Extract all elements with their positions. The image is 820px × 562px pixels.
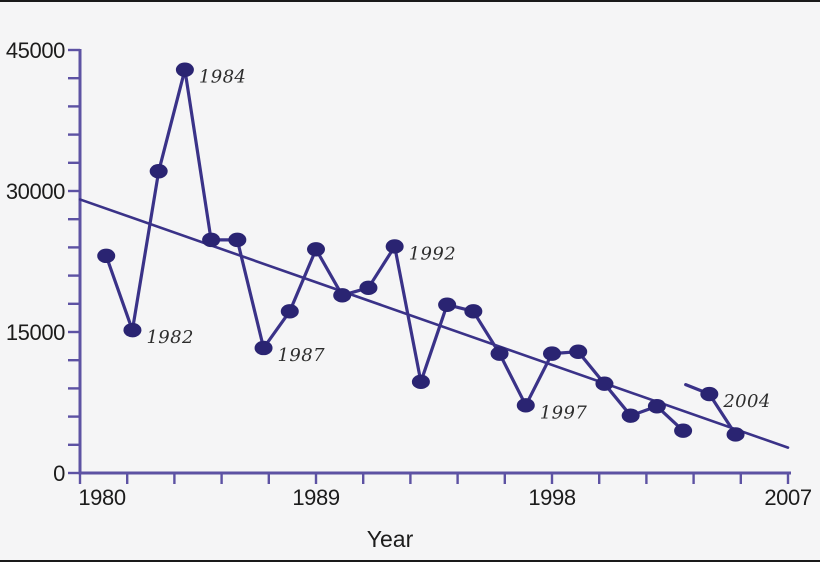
- data-point-1992: [385, 239, 404, 254]
- x-tick-label: 1998: [528, 485, 576, 510]
- point-label-1992: 1992: [409, 243, 456, 264]
- x-tick-label: 2007: [764, 485, 812, 510]
- y-tick-label: 0: [53, 461, 65, 486]
- data-point-1982: [123, 322, 142, 338]
- point-label-1984: 1984: [199, 67, 246, 88]
- x-tick-label: 1989: [292, 485, 340, 510]
- point-label-1987: 1987: [278, 345, 326, 366]
- data-point-1986: [228, 232, 247, 248]
- data-point-2003: [674, 423, 693, 438]
- x-tick-label: 1980: [78, 485, 126, 510]
- data-point-1994: [438, 297, 457, 312]
- data-point-1998: [543, 346, 561, 361]
- y-tick-label: 30000: [6, 179, 65, 204]
- point-label-2004: 2004: [722, 391, 770, 412]
- data-point-1988: [280, 304, 299, 319]
- y-tick-label: 15000: [6, 320, 65, 345]
- data-point-1991: [359, 280, 378, 296]
- data-point-1990: [333, 288, 352, 303]
- data-point-1989: [307, 242, 325, 257]
- data-point-1993: [411, 374, 430, 390]
- data-point-1985: [202, 232, 221, 248]
- data-point-1999: [569, 344, 588, 359]
- y-tick-label: 45000: [6, 38, 65, 63]
- point-label-1997: 1997: [540, 402, 588, 423]
- data-point-1981: [97, 248, 116, 264]
- data-point-2004: [700, 386, 719, 402]
- image-border-bottom: [0, 560, 820, 562]
- image-border-top: [0, 0, 820, 2]
- data-point-2001: [621, 408, 640, 423]
- trend-line: [78, 198, 790, 449]
- data-point-1996: [490, 346, 509, 361]
- data-point-1995: [464, 304, 483, 319]
- data-point-2002: [647, 399, 666, 414]
- data-point-2000: [595, 376, 614, 391]
- data-point-1983: [149, 164, 168, 179]
- point-label-1982: 1982: [146, 327, 193, 348]
- data-point-2005: [726, 427, 745, 442]
- x-axis-title: Year: [367, 526, 414, 552]
- data-point-1997: [516, 398, 535, 413]
- data-point-1984: [175, 62, 194, 77]
- data-point-1987: [254, 340, 273, 356]
